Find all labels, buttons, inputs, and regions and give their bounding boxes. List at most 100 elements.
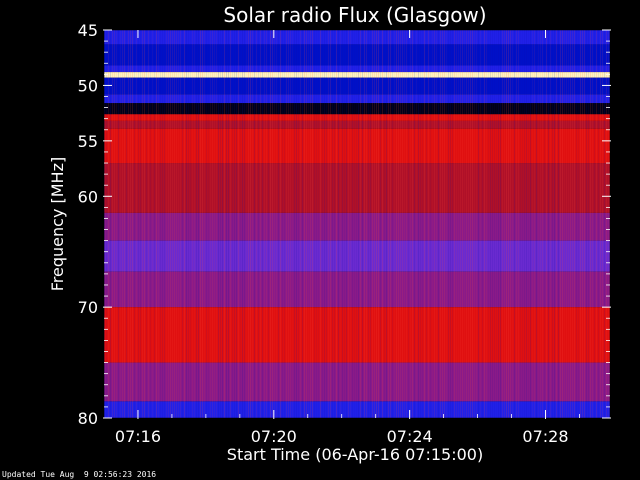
- texture-streak: [516, 30, 517, 418]
- texture-streak: [110, 30, 111, 418]
- texture-streak: [546, 30, 547, 418]
- texture-streak: [366, 30, 367, 418]
- texture-streak: [164, 30, 165, 418]
- texture-streak: [400, 30, 401, 418]
- texture-streak: [240, 30, 241, 418]
- texture-streak: [548, 30, 549, 418]
- texture-streak: [386, 30, 387, 418]
- texture-streak: [356, 30, 357, 418]
- heatmap-band-9: [104, 128, 610, 164]
- texture-streak: [552, 30, 553, 418]
- texture-streak: [226, 30, 227, 418]
- texture-streak: [336, 30, 337, 418]
- texture-streak: [232, 30, 233, 418]
- texture-streak: [162, 30, 163, 418]
- texture-streak: [410, 30, 411, 418]
- texture-streak: [538, 30, 539, 418]
- texture-streak: [590, 30, 591, 418]
- texture-streak: [600, 30, 601, 418]
- texture-streak: [528, 30, 529, 418]
- texture-streak: [174, 30, 175, 418]
- update-timestamp: Updated Tue Aug 9 02:56:23 2016: [2, 470, 156, 479]
- heatmap-band-13: [104, 271, 610, 308]
- heatmap-band-0: [104, 30, 610, 45]
- texture-streak: [550, 30, 551, 418]
- texture-streak: [398, 30, 399, 418]
- texture-streak: [460, 30, 461, 418]
- texture-streak: [466, 30, 467, 418]
- texture-streak: [286, 30, 287, 418]
- texture-streak: [454, 30, 455, 418]
- texture-streak: [288, 30, 289, 418]
- texture-streak: [190, 30, 191, 418]
- texture-streak: [540, 30, 541, 418]
- texture-streak: [244, 30, 245, 418]
- texture-streak: [276, 30, 277, 418]
- texture-streak: [188, 30, 189, 418]
- texture-streak: [152, 30, 153, 418]
- texture-streak: [390, 30, 391, 418]
- texture-streak: [228, 30, 229, 418]
- texture-streak: [306, 30, 307, 418]
- heatmap-band-15: [104, 362, 610, 402]
- texture-streak: [132, 30, 133, 418]
- texture-streak: [608, 30, 609, 418]
- texture-streak: [166, 30, 167, 418]
- texture-streak: [520, 30, 521, 418]
- texture-streak: [418, 30, 419, 418]
- texture-streak: [150, 30, 151, 418]
- texture-streak: [518, 30, 519, 418]
- texture-streak: [202, 30, 203, 418]
- texture-streak: [250, 30, 251, 418]
- texture-streak: [282, 30, 283, 418]
- texture-streak: [458, 30, 459, 418]
- texture-streak: [176, 30, 177, 418]
- y-axis: 45 50 55 60 70 80: [78, 21, 611, 428]
- texture-streak: [406, 30, 407, 418]
- texture-streak: [170, 30, 171, 418]
- texture-streak: [180, 30, 181, 418]
- texture-streak: [322, 30, 323, 418]
- heatmap-band-10: [104, 163, 610, 213]
- texture-streak: [186, 30, 187, 418]
- texture-streak: [372, 30, 373, 418]
- texture-streak: [436, 30, 437, 418]
- texture-streak: [318, 30, 319, 418]
- texture-streak: [268, 30, 269, 418]
- texture-streak: [272, 30, 273, 418]
- texture-streak: [218, 30, 219, 418]
- texture-streak: [402, 30, 403, 418]
- chart-title: Solar radio Flux (Glasgow): [223, 3, 486, 27]
- texture-streak: [560, 30, 561, 418]
- texture-streak: [122, 30, 123, 418]
- texture-streak: [236, 30, 237, 418]
- texture-streak: [292, 30, 293, 418]
- texture-streak: [472, 30, 473, 418]
- texture-streak: [392, 30, 393, 418]
- texture-streak: [396, 30, 397, 418]
- texture-streak: [532, 30, 533, 418]
- texture-streak: [214, 30, 215, 418]
- texture-streak: [464, 30, 465, 418]
- texture-streak: [266, 30, 267, 418]
- texture-streak: [196, 30, 197, 418]
- texture-streak: [134, 30, 135, 418]
- texture-streak: [522, 30, 523, 418]
- x-axis: 07:16 07:20 07:24 07:28: [115, 30, 580, 446]
- texture-streak: [424, 30, 425, 418]
- texture-streak: [480, 30, 481, 418]
- texture-streak: [586, 30, 587, 418]
- texture-streak: [114, 30, 115, 418]
- texture-streak: [138, 30, 139, 418]
- texture-streak: [274, 30, 275, 418]
- texture-streak: [208, 30, 209, 418]
- texture-streak: [594, 30, 595, 418]
- texture-streak: [168, 30, 169, 418]
- texture-streak: [416, 30, 417, 418]
- texture-streak: [556, 30, 557, 418]
- y-tick-label-2: 55: [78, 132, 98, 151]
- texture-streak: [438, 30, 439, 418]
- texture-streak: [378, 30, 379, 418]
